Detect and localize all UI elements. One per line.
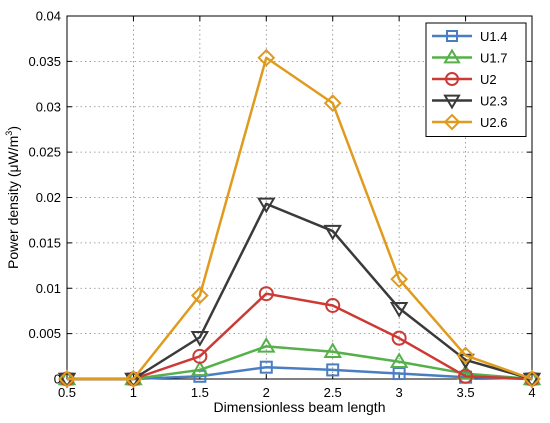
x-tick-label: 3.5 <box>457 385 475 400</box>
legend-box <box>425 22 527 137</box>
series-u2 <box>59 286 540 387</box>
y-tick-label: 0.03 <box>36 99 61 114</box>
marker-square <box>446 30 458 42</box>
legend-item: U2.3 <box>432 94 507 110</box>
marker-diamond <box>323 94 342 113</box>
series-group <box>57 48 542 389</box>
y-tick-label: 0.01 <box>36 281 61 296</box>
series-u1-7 <box>57 336 542 386</box>
marker-triangle-up <box>257 336 276 353</box>
marker-triangle-down <box>522 372 542 389</box>
marker-triangle-up <box>443 48 461 64</box>
marker-diamond <box>257 48 276 67</box>
legend: U1.4 U1.7 U2 U2.3 U2.6 <box>425 22 527 137</box>
marker-circle <box>258 286 274 302</box>
marker-triangle-up <box>389 352 409 369</box>
series-line <box>67 292 533 381</box>
x-tick-label: 2.5 <box>324 385 342 400</box>
y-axis-label-main: Power density (μW/m <box>5 136 21 269</box>
series-line <box>67 202 533 381</box>
y-tick-label: 0.02 <box>36 190 61 205</box>
marker-triangle-up <box>456 364 475 380</box>
legend-item: U2.6 <box>432 113 507 131</box>
y-axis-label-close: ) <box>5 126 21 131</box>
marker-triangle-up <box>323 342 342 359</box>
y-tick-label: 0.005 <box>28 326 61 341</box>
x-axis-label: Dimensionless beam length <box>214 399 386 415</box>
marker-circle <box>445 72 459 86</box>
marker-triangle-down <box>257 197 276 214</box>
marker-circle <box>458 368 474 384</box>
marker-triangle-down <box>190 331 210 347</box>
marker-circle <box>391 330 407 346</box>
y-tick-label: 0.025 <box>28 145 61 160</box>
series-u2-6 <box>58 48 541 388</box>
legend-label: U2.3 <box>480 94 507 109</box>
series-line <box>67 56 533 381</box>
y-axis-label: Power density (μW/m3) <box>4 126 21 269</box>
y-tick-label: 0.035 <box>28 54 61 69</box>
legend-item: U2 <box>432 72 497 87</box>
x-tick-label: 1 <box>130 385 137 400</box>
marker-square <box>326 363 340 377</box>
marker-diamond <box>523 370 541 388</box>
x-tick-label: 0.5 <box>58 385 76 400</box>
series-line <box>67 345 533 381</box>
x-tick-label: 4 <box>528 385 535 400</box>
x-tick-label: 3 <box>396 385 403 400</box>
marker-diamond <box>124 370 143 388</box>
x-tick-label: 1.5 <box>191 385 209 400</box>
marker-triangle-down <box>389 301 409 318</box>
legend-label: U2 <box>480 72 497 87</box>
marker-diamond <box>190 286 209 305</box>
marker-diamond <box>58 370 76 388</box>
y-tick-label: 0 <box>54 372 61 387</box>
marker-triangle-down <box>443 94 461 110</box>
series-u2-3 <box>57 197 542 389</box>
marker-triangle-down <box>323 224 342 241</box>
marker-diamond <box>390 270 409 289</box>
marker-square <box>392 367 406 381</box>
legend-label: U1.4 <box>480 29 507 44</box>
x-tick-label: 2 <box>263 385 270 400</box>
y-tick-label: 0.04 <box>36 9 61 24</box>
legend-item: U1.4 <box>432 29 507 44</box>
marker-square <box>259 360 273 374</box>
marker-diamond <box>456 346 475 365</box>
marker-diamond <box>443 113 461 131</box>
y-tick-label: 0.015 <box>28 235 61 250</box>
marker-triangle-up <box>190 360 210 377</box>
legend-label: U2.6 <box>480 115 507 130</box>
y-axis-label-superscript: 3 <box>4 131 14 136</box>
marker-circle <box>192 348 208 364</box>
legend-item: U1.7 <box>432 48 507 66</box>
legend-label: U1.7 <box>480 51 507 66</box>
marker-circle <box>325 297 341 313</box>
